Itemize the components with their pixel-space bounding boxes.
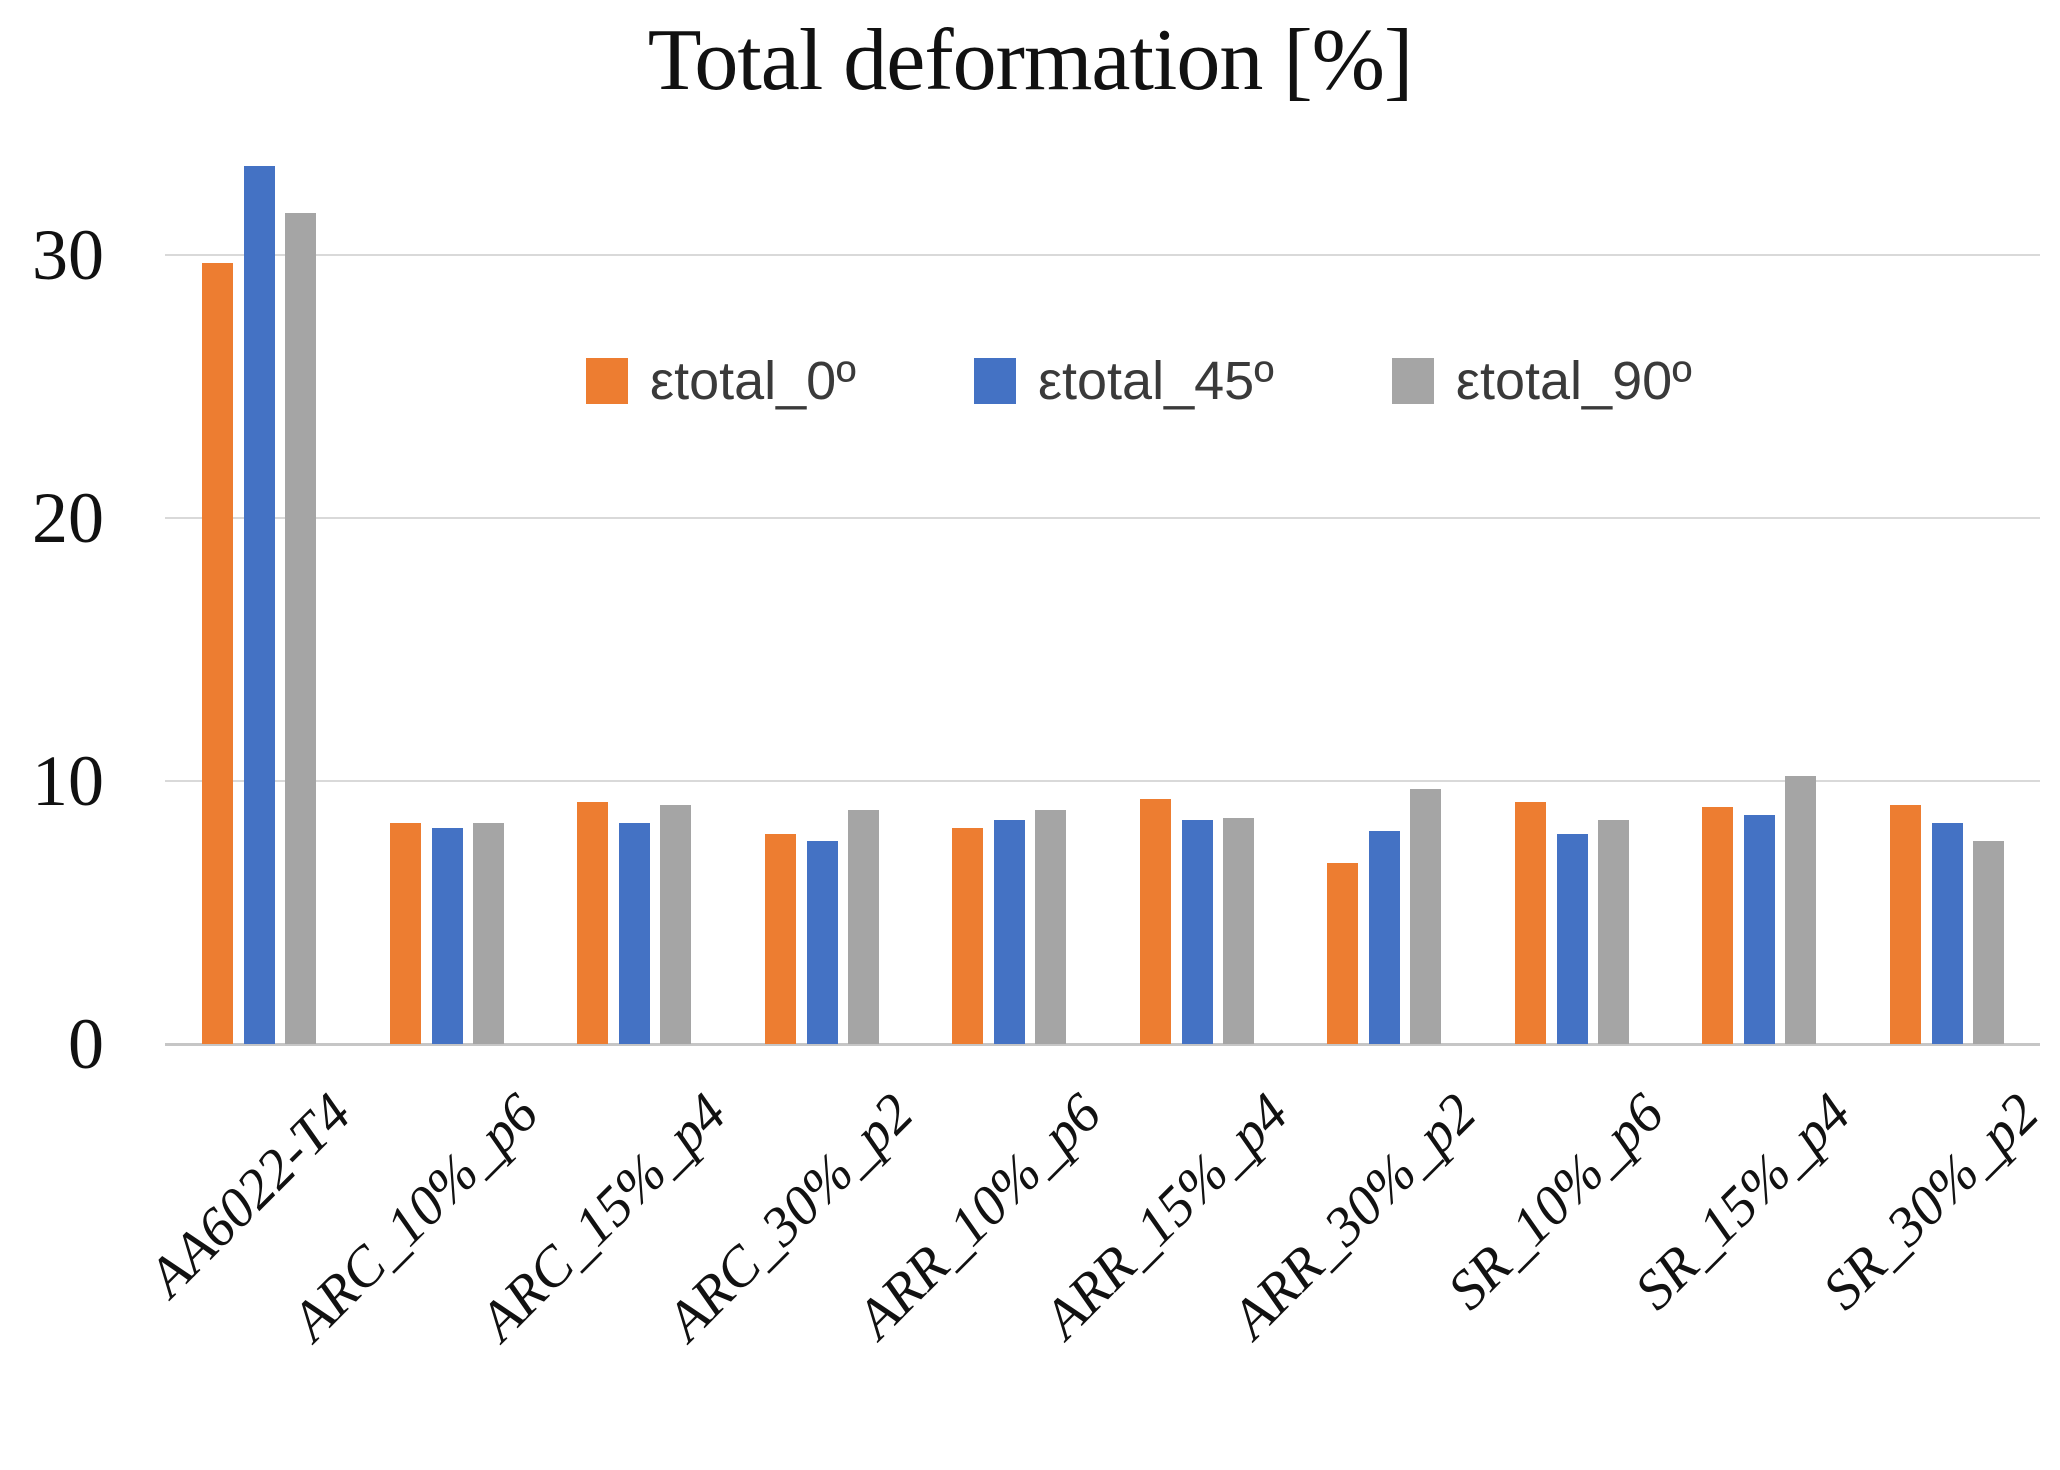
y-axis-tick-label: 10 bbox=[32, 741, 104, 821]
bar bbox=[1181, 820, 1213, 1044]
bar bbox=[577, 802, 608, 1044]
bar bbox=[1035, 809, 1066, 1044]
y-axis-tick-label: 20 bbox=[32, 478, 104, 558]
bar bbox=[1785, 775, 1816, 1044]
gridline bbox=[165, 517, 2040, 519]
bar bbox=[431, 828, 463, 1044]
legend-swatch-icon bbox=[973, 358, 1016, 404]
gridline bbox=[165, 780, 2040, 782]
legend-swatch-icon bbox=[1391, 358, 1434, 404]
bar bbox=[1972, 841, 2004, 1044]
bar bbox=[806, 841, 838, 1044]
legend-item: εtotal_0º bbox=[586, 350, 856, 412]
gridline bbox=[165, 254, 2040, 256]
bar bbox=[1556, 833, 1588, 1044]
y-axis-tick-label: 30 bbox=[32, 215, 104, 295]
bar bbox=[764, 833, 796, 1044]
bar bbox=[1702, 807, 1733, 1044]
chart-legend: εtotal_0º εtotal_45º εtotal_90º bbox=[586, 350, 1692, 412]
bar bbox=[994, 820, 1025, 1044]
x-axis-line bbox=[165, 1043, 2040, 1046]
legend-label: εtotal_0º bbox=[650, 351, 856, 411]
bar bbox=[1597, 820, 1629, 1044]
bar bbox=[202, 262, 233, 1044]
bar bbox=[472, 823, 504, 1044]
bar bbox=[1139, 799, 1171, 1044]
legend-item: εtotal_45º bbox=[973, 350, 1274, 412]
bar bbox=[1410, 788, 1441, 1044]
bar bbox=[1744, 815, 1775, 1044]
bar bbox=[847, 809, 879, 1044]
legend-label: εtotal_90º bbox=[1455, 351, 1692, 411]
chart-title: Total deformation [%] bbox=[647, 12, 1414, 109]
legend-swatch-icon bbox=[586, 358, 628, 404]
bar bbox=[1222, 817, 1254, 1044]
bar bbox=[1889, 804, 1921, 1044]
bar bbox=[619, 823, 650, 1044]
bar bbox=[1369, 830, 1400, 1044]
legend-item: εtotal_90º bbox=[1391, 350, 1692, 412]
bar bbox=[660, 804, 691, 1044]
bar bbox=[1931, 823, 1963, 1044]
bar bbox=[1327, 862, 1358, 1044]
legend-label: εtotal_45º bbox=[1037, 351, 1274, 411]
bar bbox=[285, 212, 316, 1044]
bar bbox=[1514, 802, 1546, 1044]
bar bbox=[244, 165, 275, 1044]
bar bbox=[389, 823, 421, 1044]
y-axis-tick-label: 0 bbox=[68, 1004, 104, 1084]
bar bbox=[952, 828, 983, 1044]
